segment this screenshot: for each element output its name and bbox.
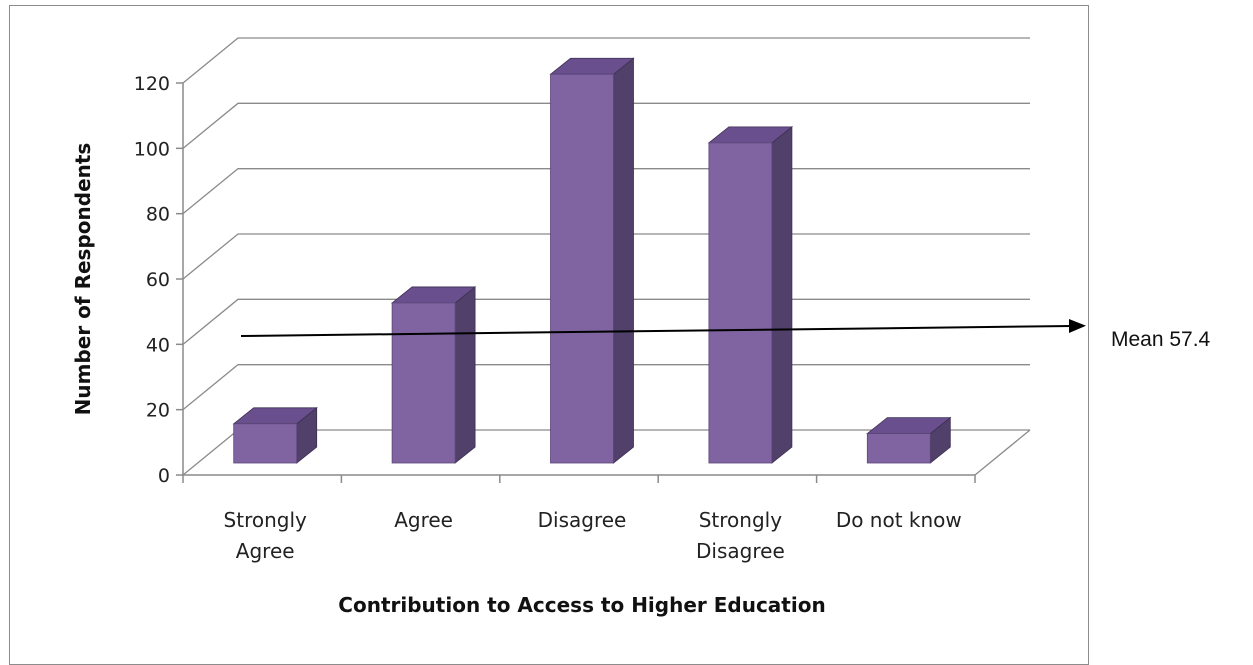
y-tick-label: 20 (146, 400, 170, 422)
labels: 0 20 40 60 80 100 120 Strongly Agree Agree Disagre… (134, 73, 962, 563)
x-axis-title: Contribution to Access to Higher Educati… (338, 593, 825, 617)
bar-front (550, 73, 614, 464)
bar-front (233, 423, 298, 464)
y-axis-title: Number of Respondents (71, 143, 95, 416)
x-category-label: Strongly (224, 508, 307, 532)
mean-arrow-line (240, 325, 1073, 337)
x-category-label: Disagree (538, 508, 627, 532)
x-category-label: Strongly (699, 508, 782, 532)
floor-edge (974, 429, 1031, 476)
x-category-label: Disagree (696, 539, 785, 563)
bar-side (613, 57, 634, 464)
bar-front (708, 142, 773, 464)
bar (549, 57, 635, 464)
y-tick-label: 120 (134, 73, 170, 95)
y-tick-label: 0 (158, 465, 170, 487)
gridline (182, 37, 1030, 84)
bar (707, 126, 794, 464)
mean-annotation-label: Mean 57.4 (1111, 328, 1211, 351)
bar-front (391, 302, 456, 464)
mean-arrow-head (1069, 319, 1086, 333)
bar-front (866, 433, 931, 464)
x-category-label: Agree (236, 539, 295, 563)
x-category-label: Agree (394, 508, 453, 532)
bar-side (454, 286, 476, 464)
bar-chart: 0 20 40 60 80 100 120 Strongly Agree Agree Disagre… (71, 37, 1211, 617)
gridline (182, 102, 1030, 149)
y-tick-label: 40 (146, 334, 170, 356)
y-tick-label: 80 (146, 204, 170, 226)
mean-annotation: Mean 57.4 (240, 319, 1211, 351)
y-tick-label: 100 (134, 138, 170, 160)
x-category-label: Do not know (836, 508, 962, 532)
bar (390, 286, 477, 464)
chart-frame (9, 5, 1089, 665)
axes (176, 82, 976, 483)
bars (232, 57, 952, 464)
bar (866, 416, 952, 464)
bar (232, 406, 318, 464)
y-tick-label: 60 (146, 269, 170, 291)
bar-side (771, 126, 793, 464)
